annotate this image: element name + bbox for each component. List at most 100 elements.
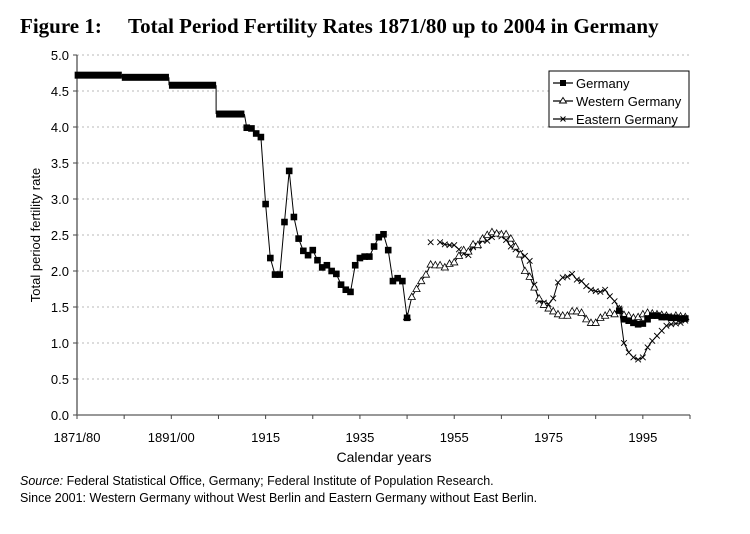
germany-point xyxy=(648,312,656,319)
germany-point xyxy=(625,317,632,324)
legend-label-eastern-germany: Eastern Germany xyxy=(576,112,678,127)
germany-point xyxy=(663,313,670,321)
germany-point xyxy=(318,264,326,271)
x-tick-label: 1915 xyxy=(251,430,280,445)
x-tick-label: 1975 xyxy=(534,430,563,445)
eastern-germany-point xyxy=(564,273,571,280)
legend-item-western-germany: Western Germany xyxy=(553,94,682,109)
eastern-germany-point xyxy=(521,252,529,259)
germany-point xyxy=(257,133,265,141)
germany-point xyxy=(639,320,647,327)
y-tick-label: 1.5 xyxy=(51,300,69,315)
eastern-germany-point xyxy=(606,293,613,300)
germany-point xyxy=(389,277,397,285)
germany-point xyxy=(677,315,684,322)
germany-point xyxy=(403,314,411,322)
western-germany-point xyxy=(581,314,591,323)
germany-point xyxy=(361,253,368,260)
germany-point xyxy=(366,253,373,260)
western-germany-point xyxy=(563,311,572,319)
germany-point xyxy=(644,315,651,323)
germany-point xyxy=(681,315,689,322)
eastern-germany-point xyxy=(644,344,651,351)
germany-point xyxy=(248,125,255,132)
x-tick-label: 1891/00 xyxy=(148,430,195,445)
western-germany-point xyxy=(412,284,421,292)
legend-item-eastern-germany: Eastern Germany xyxy=(553,112,678,127)
germany-point xyxy=(356,254,364,262)
period-average-bar xyxy=(216,110,245,118)
germany-point xyxy=(615,307,623,314)
germany-point xyxy=(630,319,637,327)
x-tick-labels: 1871/80 1891/00 1915 1935 1955 1975 1995 xyxy=(54,430,658,445)
western-germany-point xyxy=(473,240,483,249)
germany-point xyxy=(337,281,345,288)
legend-box xyxy=(548,70,690,128)
y-tick-label: 3.0 xyxy=(51,192,69,207)
western-germany-point xyxy=(591,318,600,326)
germany-point xyxy=(634,320,642,328)
legend-item-germany: Germany xyxy=(553,76,630,91)
figure-title-text: Total Period Fertility Rates 1871/80 up … xyxy=(128,14,659,38)
eastern-germany-point xyxy=(427,239,434,246)
legend: Germany Western Germany Eastern Germany xyxy=(548,70,690,128)
germany-point xyxy=(672,314,680,322)
western-germany-point xyxy=(426,259,435,268)
eastern-germany-point xyxy=(639,354,646,361)
eastern-germany-point xyxy=(573,276,580,283)
y-axis-label: Total period fertility rate xyxy=(28,168,43,302)
western-germany-point xyxy=(572,306,582,315)
western-germany-point xyxy=(530,282,539,291)
x-tick-label: 1995 xyxy=(628,430,657,445)
eastern-germany-point xyxy=(554,279,562,286)
western-germany-point xyxy=(605,308,615,316)
figure-notes: Source: Federal Statistical Office, Germ… xyxy=(20,473,537,507)
western-germany-point xyxy=(520,266,530,274)
source-note: Source: Federal Statistical Office, Germ… xyxy=(20,473,537,490)
x-axis-label: Calendar years xyxy=(337,449,432,465)
eastern-germany-point xyxy=(436,239,444,246)
triangle-marker-icon xyxy=(558,96,568,104)
germany-point xyxy=(380,230,387,238)
eastern-germany-point xyxy=(630,354,637,361)
eastern-germany-point xyxy=(526,257,533,265)
footnote: Since 2001: Western Germany without West… xyxy=(20,491,538,505)
eastern-germany-point xyxy=(578,277,585,285)
cross-marker-icon xyxy=(560,116,566,122)
germany-point xyxy=(304,251,312,259)
period-average-bar xyxy=(121,73,169,81)
eastern-germany-point xyxy=(484,237,491,244)
legend-label-germany: Germany xyxy=(576,76,630,91)
germany-point xyxy=(653,312,661,319)
germany-point xyxy=(342,286,350,294)
germany-point xyxy=(267,254,274,262)
germany-point xyxy=(323,261,331,269)
western-germany-point xyxy=(553,309,563,318)
germany-point xyxy=(314,256,321,264)
eastern-germany-point xyxy=(502,236,510,244)
eastern-germany-point xyxy=(658,327,665,334)
western-germany-point xyxy=(454,251,464,259)
eastern-germany-point xyxy=(653,332,661,339)
y-tick-label: 0.5 xyxy=(51,372,69,387)
western-germany-point xyxy=(577,308,586,316)
y-tick-label: 3.5 xyxy=(51,156,69,171)
eastern-germany-point xyxy=(446,241,453,249)
series-layer xyxy=(74,71,690,363)
germany-point xyxy=(281,218,288,226)
germany-point xyxy=(243,124,251,132)
eastern-germany-point xyxy=(587,286,595,293)
eastern-germany-line xyxy=(439,233,686,361)
eastern-germany-point xyxy=(597,288,604,295)
germany-point xyxy=(300,247,307,255)
x-tick-label: 1935 xyxy=(345,430,374,445)
y-tick-label: 4.0 xyxy=(51,120,69,135)
western-germany-point xyxy=(449,257,459,266)
period-average-bar xyxy=(168,81,217,89)
x-tick-label: 1955 xyxy=(440,430,469,445)
germany-point xyxy=(351,261,359,269)
eastern-germany-point xyxy=(583,283,590,290)
germany-point xyxy=(309,246,317,254)
y-tick-label: 2.5 xyxy=(51,228,69,243)
